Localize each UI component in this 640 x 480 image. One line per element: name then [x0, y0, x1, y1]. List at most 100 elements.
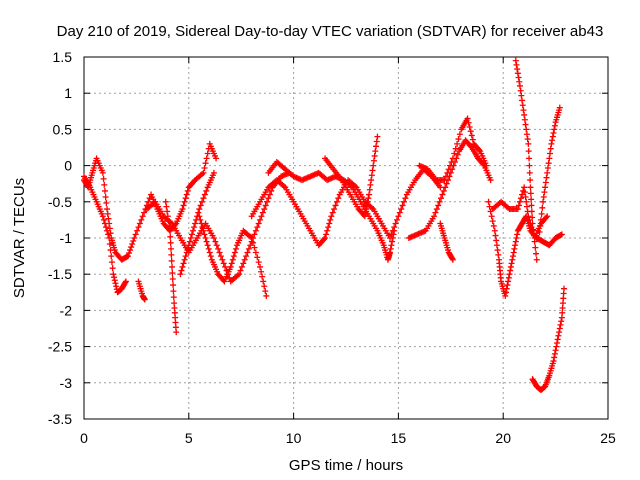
data-point	[184, 187, 191, 194]
data-point	[553, 339, 560, 346]
x-tick-label: 10	[286, 430, 302, 446]
data-point	[464, 115, 471, 122]
data-point	[540, 193, 547, 200]
data-point	[445, 166, 452, 173]
data-point	[141, 296, 148, 303]
data-point	[327, 216, 334, 223]
data-point	[200, 169, 207, 176]
data-point	[512, 57, 519, 64]
data-point	[539, 204, 546, 211]
data-point	[525, 140, 532, 147]
data-point	[510, 249, 517, 256]
data-point	[325, 224, 332, 231]
data-point	[455, 136, 462, 143]
data-point	[369, 167, 376, 174]
data-point	[141, 209, 148, 216]
data-point	[178, 267, 185, 274]
data-point	[335, 195, 342, 202]
data-point	[132, 231, 139, 238]
data-point	[200, 227, 207, 234]
data-point	[136, 220, 143, 227]
data-point	[522, 121, 529, 128]
data-point	[212, 238, 219, 245]
data-point	[248, 235, 255, 241]
data-point	[526, 155, 533, 162]
data-point	[454, 151, 461, 158]
data-point	[392, 220, 399, 227]
data-point	[527, 190, 534, 197]
data-point	[324, 227, 331, 234]
data-point	[512, 238, 519, 245]
data-point	[388, 242, 395, 249]
data-point	[521, 184, 528, 191]
data-point	[254, 224, 261, 231]
data-point	[400, 198, 407, 205]
series-satellite-track-j	[322, 133, 381, 220]
data-point	[494, 247, 501, 254]
data-point	[169, 263, 176, 270]
y-tick-label: -3.5	[48, 411, 72, 427]
data-point	[402, 195, 409, 202]
data-point	[107, 247, 114, 254]
data-point	[515, 74, 522, 81]
data-point	[106, 235, 113, 241]
series-satellite-track-q	[535, 104, 563, 241]
data-point	[167, 233, 174, 240]
data-point	[449, 155, 456, 162]
data-point	[549, 133, 556, 140]
data-point	[544, 169, 551, 176]
data-point	[389, 238, 396, 245]
data-point	[528, 202, 535, 209]
data-point	[104, 227, 111, 234]
data-point	[527, 177, 534, 184]
data-point	[514, 70, 521, 77]
data-point	[238, 263, 245, 270]
series-satellite-track-b	[81, 173, 129, 296]
data-point	[179, 206, 186, 213]
data-point	[509, 256, 516, 263]
data-point	[261, 283, 268, 290]
data-point	[363, 206, 370, 213]
data-point	[524, 136, 531, 143]
data-point	[485, 198, 492, 205]
data-point	[442, 173, 449, 180]
data-point	[395, 213, 402, 220]
data-point	[207, 253, 214, 260]
data-point	[135, 224, 142, 231]
data-point	[523, 198, 530, 205]
data-point	[166, 227, 173, 234]
data-point	[240, 260, 247, 267]
data-point	[167, 245, 174, 252]
data-point	[185, 242, 192, 249]
data-point	[555, 332, 562, 339]
data-point	[105, 215, 112, 222]
data-point	[130, 238, 137, 245]
data-point	[322, 235, 329, 241]
data-point	[551, 354, 558, 361]
series-satellite-track-a	[81, 140, 220, 263]
data-point	[527, 184, 534, 191]
data-point	[260, 278, 267, 285]
data-point	[505, 274, 512, 281]
data-point	[236, 271, 243, 278]
data-point	[505, 278, 512, 285]
data-point	[373, 143, 380, 150]
data-point	[100, 175, 107, 182]
data-point	[167, 239, 174, 246]
data-point	[537, 222, 544, 229]
data-point	[432, 209, 439, 216]
data-point	[232, 245, 239, 252]
data-point	[365, 195, 372, 202]
data-point	[187, 235, 194, 241]
data-point	[320, 236, 327, 243]
data-point	[504, 282, 511, 289]
data-point	[164, 208, 171, 215]
data-point	[331, 206, 338, 213]
data-point	[544, 165, 551, 172]
data-point	[543, 174, 550, 181]
data-point	[521, 111, 528, 118]
data-point	[507, 263, 514, 270]
data-point	[362, 209, 369, 216]
data-point	[186, 238, 193, 245]
x-axis-label: GPS time / hours	[289, 457, 403, 474]
